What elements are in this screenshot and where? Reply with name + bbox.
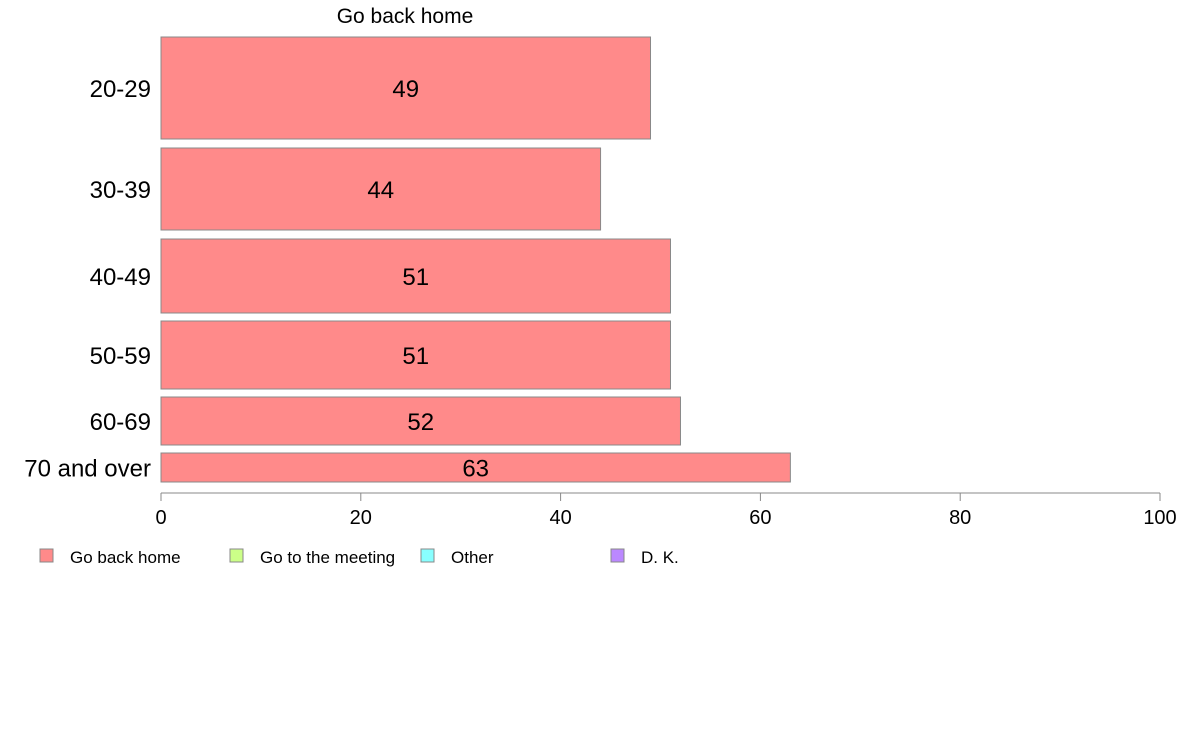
data-label: 44 [367,177,394,204]
category-label: 70 and over [24,456,151,483]
x-tick-label: 80 [949,507,971,529]
bar-70-and-over [160,452,791,483]
legend-swatch [229,548,244,563]
x-tick-label: 40 [549,507,571,529]
legend-label: Other [451,548,494,567]
category-label: 30-39 [90,177,151,204]
x-tick-label: 20 [350,507,372,529]
category-label: 50-59 [90,343,151,370]
data-label: 49 [392,76,419,103]
data-label: 52 [407,409,434,436]
bar-30-39 [160,147,602,231]
bar-50-59 [160,320,671,390]
legend-swatch [39,548,54,563]
chart-title: Go back home [337,5,474,28]
x-tick-label: 100 [1143,507,1176,529]
data-label: 51 [402,343,429,370]
legend-swatch [420,548,435,563]
legend-swatch [610,548,625,563]
data-label: 51 [402,264,429,291]
bar-40-49 [160,238,671,314]
bar-20-29 [160,36,652,140]
category-label: 60-69 [90,409,151,436]
legend-label: Go to the meeting [260,548,395,567]
category-label: 20-29 [90,76,151,103]
x-tick-label: 0 [155,507,166,529]
legend-label: D. K. [641,548,679,567]
data-label: 63 [462,456,489,483]
legend-label: Go back home [70,548,181,567]
x-tick-label: 60 [749,507,771,529]
bar-60-69 [160,396,681,446]
category-label: 40-49 [90,264,151,291]
